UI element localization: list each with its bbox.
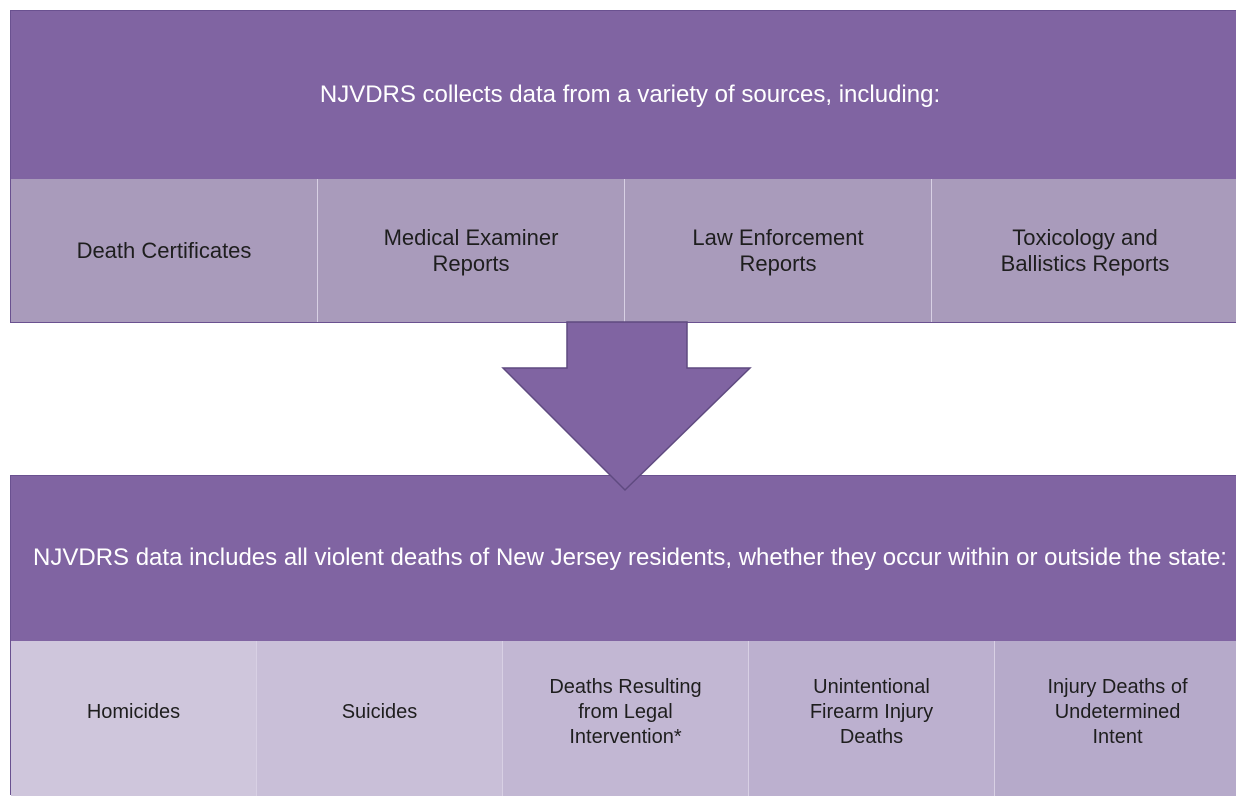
deaths-title: NJVDRS data includes all violent deaths …	[11, 476, 1236, 641]
deaths-block: NJVDRS data includes all violent deaths …	[10, 475, 1236, 796]
sources-block: NJVDRS collects data from a variety of s…	[10, 10, 1236, 323]
source-cell: Medical Examiner Reports	[318, 179, 625, 322]
source-cell: Toxicology and Ballistics Reports	[932, 179, 1236, 322]
death-type-cell: Homicides	[11, 641, 257, 796]
death-type-cell: Injury Deaths of Undetermined Intent	[995, 641, 1236, 796]
death-type-cell: Unintentional Firearm Injury Deaths	[749, 641, 995, 796]
death-type-cell: Suicides	[257, 641, 503, 796]
sources-title: NJVDRS collects data from a variety of s…	[11, 11, 1236, 179]
deaths-row: Homicides Suicides Deaths Resulting from L…	[11, 641, 1236, 796]
sources-row: Death Certificates Medical Examiner Repor…	[11, 179, 1236, 322]
source-cell: Law Enforcement Reports	[625, 179, 932, 322]
death-type-cell: Deaths Resulting from Legal Intervention…	[503, 641, 749, 796]
source-cell: Death Certificates	[11, 179, 318, 322]
down-arrow	[501, 321, 752, 492]
